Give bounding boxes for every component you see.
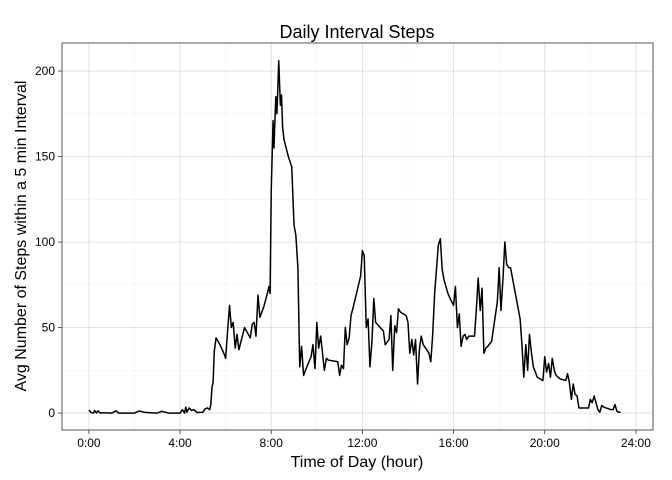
y-tick-label: 0	[48, 406, 55, 420]
y-axis-label: Avg Number of Steps within a 5 min Inter…	[13, 81, 30, 392]
x-tick-label: 16:00	[439, 436, 469, 450]
y-tick-label: 150	[35, 150, 55, 164]
y-tick-label: 200	[35, 64, 55, 78]
y-tick-label: 100	[35, 235, 55, 249]
x-tick-label: 24:00	[621, 436, 651, 450]
x-tick-label: 12:00	[347, 436, 377, 450]
y-tick-label: 50	[42, 321, 56, 335]
x-tick-label: 4:00	[168, 436, 192, 450]
x-axis-label: Time of Day (hour)	[291, 454, 424, 471]
data-line	[88, 60, 621, 414]
plot-border	[61, 42, 654, 431]
x-tick-label: 8:00	[260, 436, 284, 450]
x-tick-label: 0:00	[77, 436, 101, 450]
chart-title: Daily Interval Steps	[279, 22, 434, 42]
x-tick-label: 20:00	[530, 436, 560, 450]
